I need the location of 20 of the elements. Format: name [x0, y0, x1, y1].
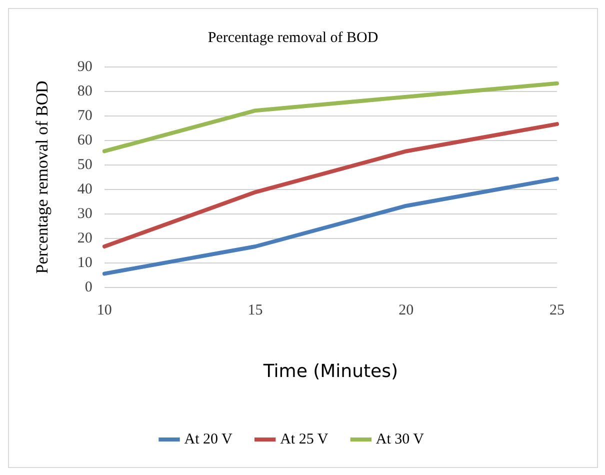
legend-label: At 25 V: [280, 431, 328, 448]
y-tick-label: 40: [77, 181, 92, 198]
y-tick-label: 10: [77, 254, 92, 271]
legend-label: At 20 V: [184, 431, 232, 448]
y-tick-label: 50: [77, 156, 92, 173]
y-tick-label: 90: [77, 58, 92, 75]
y-tick-label: 80: [77, 83, 92, 100]
y-tick-label: 0: [84, 279, 92, 296]
chart-title: Percentage removal of BOD: [208, 30, 378, 46]
x-tick-label: 15: [248, 302, 263, 318]
y-tick-label: 20: [77, 230, 92, 246]
y-tick-label: 30: [77, 206, 92, 222]
y-axis-title: Percentage removal of BOD: [32, 80, 52, 274]
x-axis-title: Time (Minutes): [262, 360, 398, 382]
y-tick-label: 60: [77, 132, 92, 148]
x-tick-label: 10: [96, 302, 112, 318]
y-tick-label: 70: [77, 108, 92, 124]
x-tick-label: 20: [398, 302, 414, 318]
legend-label: At 30 V: [376, 431, 424, 448]
x-tick-label: 25: [550, 302, 564, 318]
